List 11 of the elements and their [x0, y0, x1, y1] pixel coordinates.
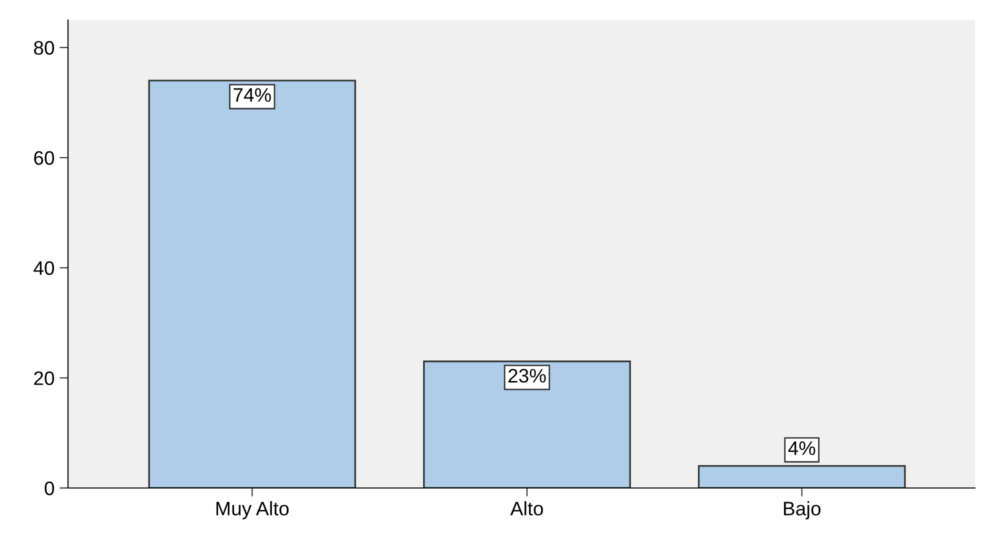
x-tick-label: Muy Alto [216, 501, 289, 520]
y-tick-label: 80 [34, 40, 54, 55]
x-tick-label: Bajo [784, 501, 820, 520]
data-label: 23% [508, 368, 546, 383]
data-label: 74% [234, 88, 271, 102]
data-label: 4% [788, 441, 816, 456]
y-tick-label: 40 [34, 261, 54, 275]
x-tick-label: Alto [510, 501, 543, 516]
y-tick-label: 60 [34, 151, 54, 165]
y-tick-label: 0 [44, 481, 54, 496]
y-tick-label: 20 [34, 371, 54, 386]
